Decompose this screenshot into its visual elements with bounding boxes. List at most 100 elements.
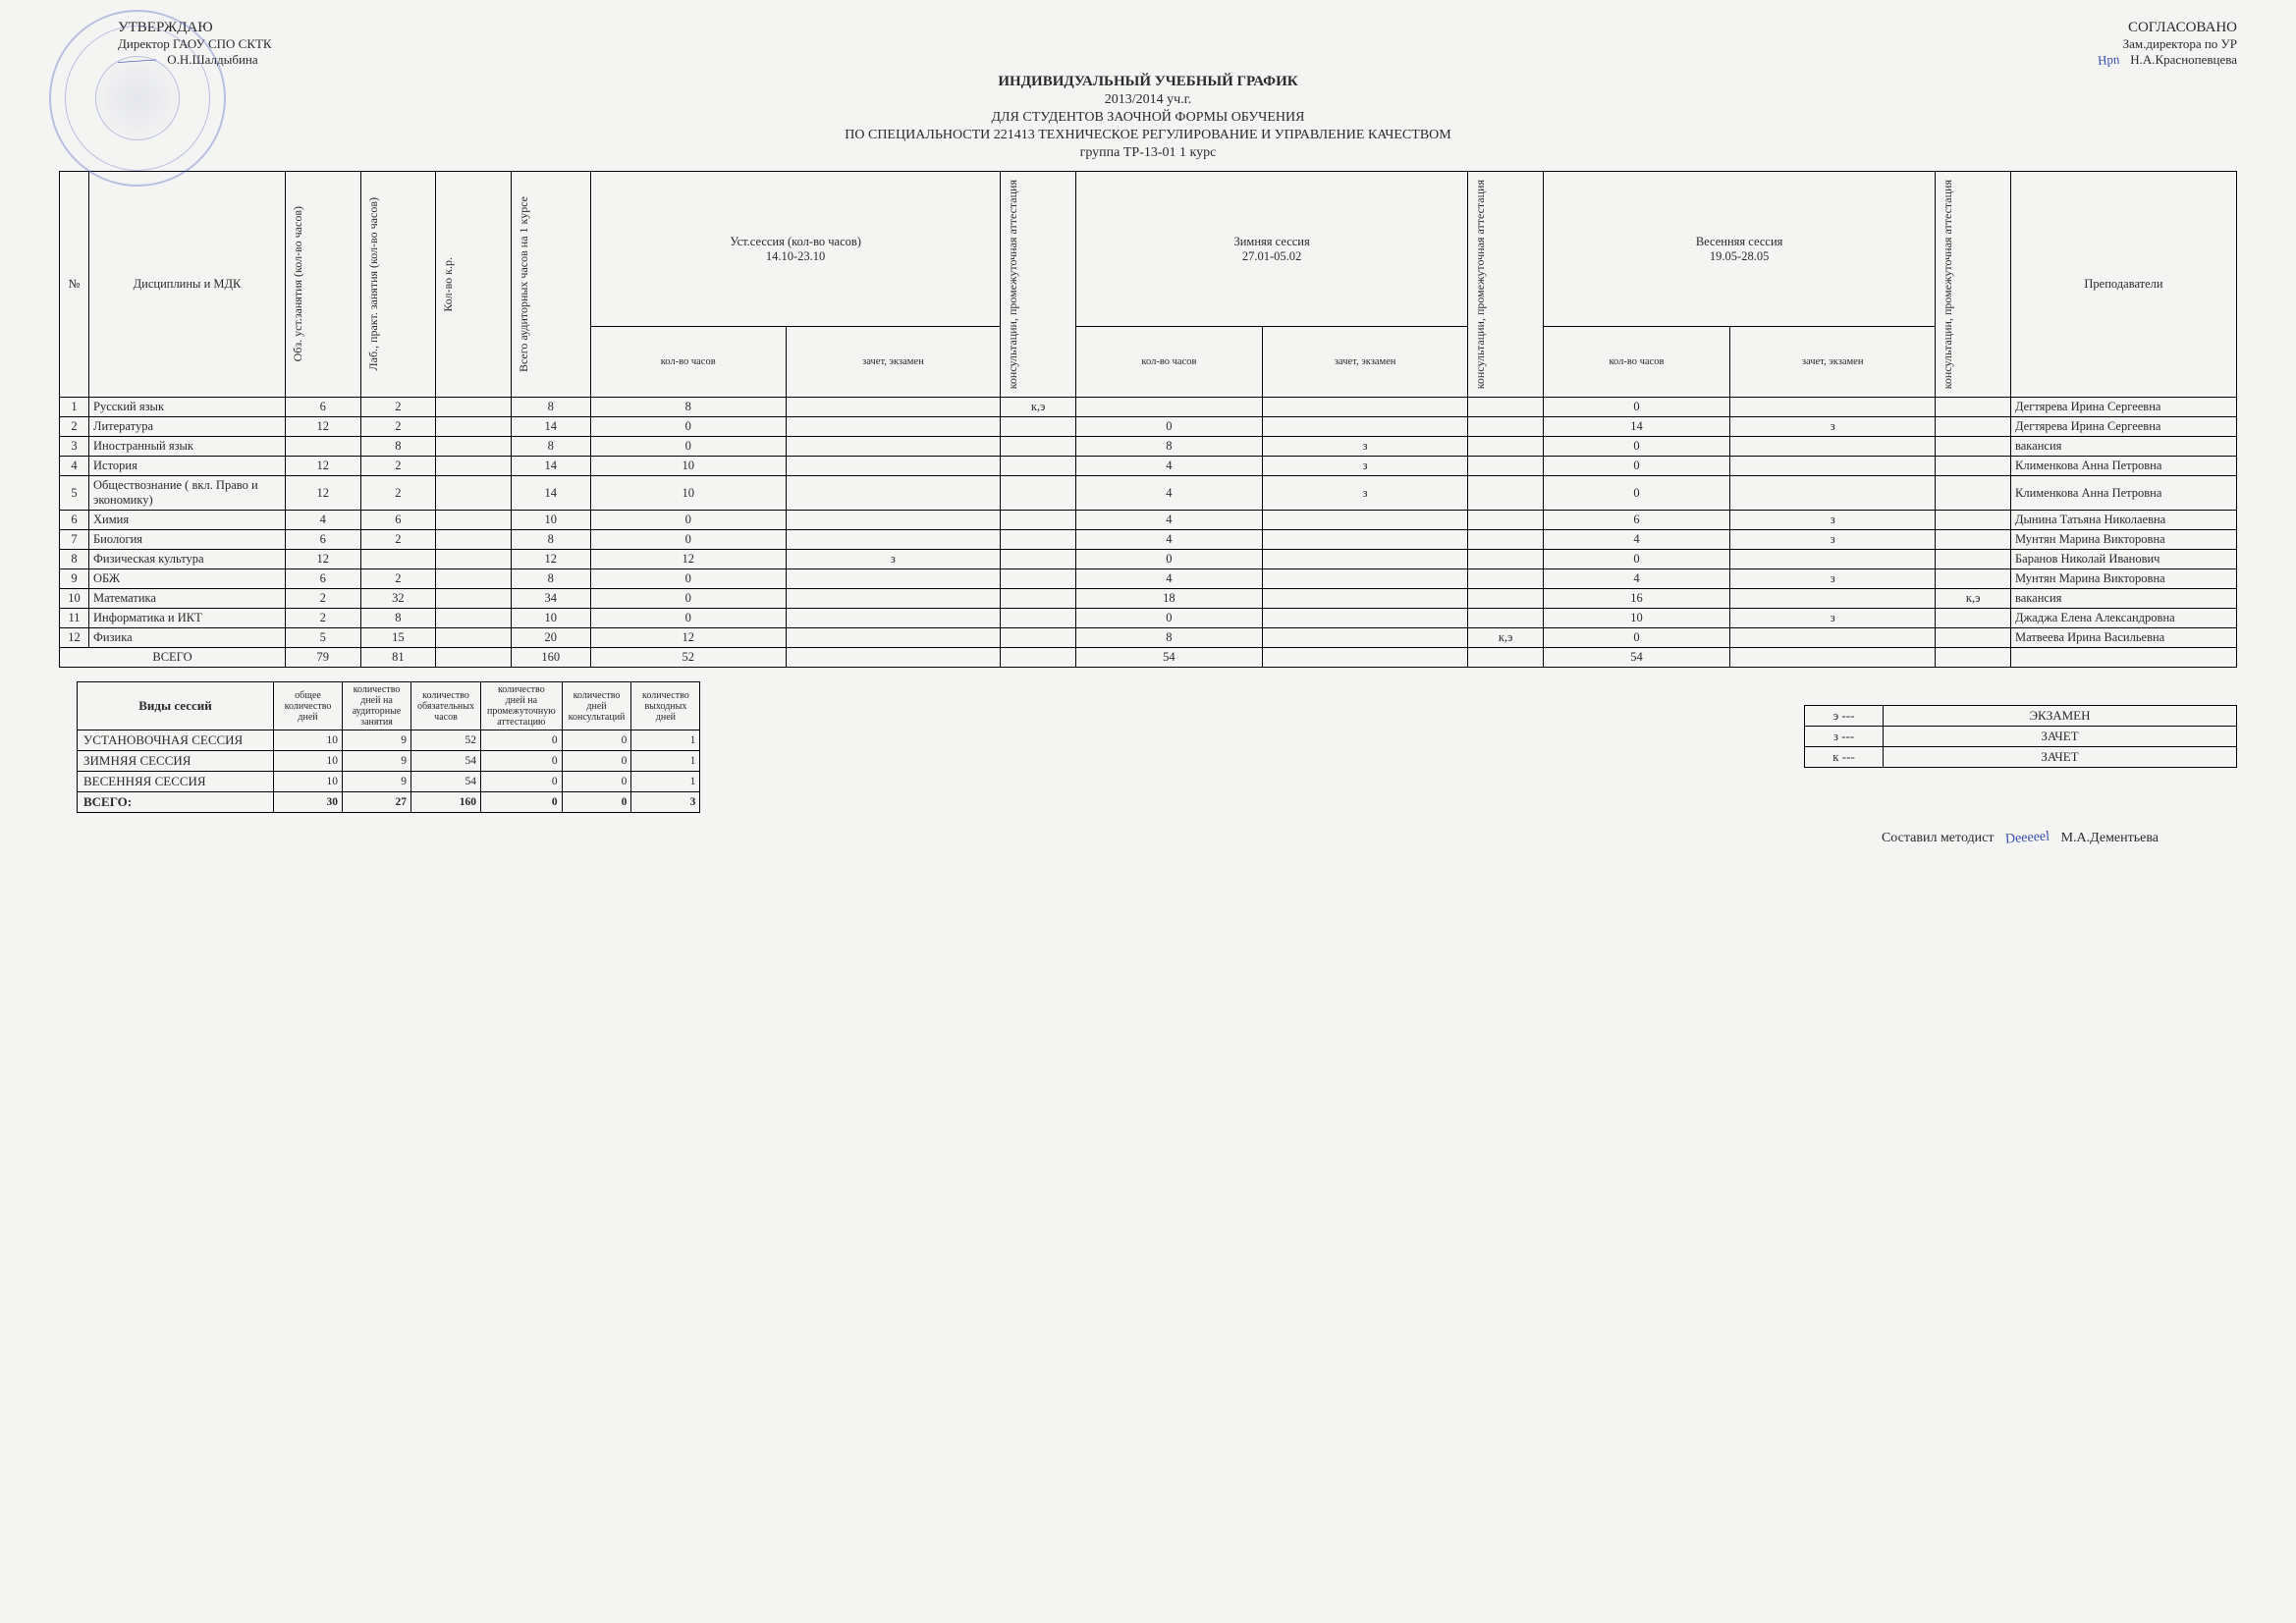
- cell-w-hours: 0: [1075, 609, 1262, 628]
- cell-s-zachet: [1729, 476, 1935, 511]
- cell-w-hours: 8: [1075, 628, 1262, 648]
- hdr-s-kolvo: кол-во часов: [1543, 327, 1729, 398]
- cell-w-zachet: [1262, 530, 1467, 550]
- table-total-row: ВСЕГО7981160525454: [60, 648, 2237, 668]
- session-total-val: 30: [274, 792, 343, 813]
- cell-consult2: [1468, 589, 1544, 609]
- doc-group: группа ТР-13-01 1 курс: [59, 145, 2237, 161]
- cell-kr: [436, 398, 512, 417]
- total-tot: 160: [511, 648, 590, 668]
- cell-consult2: [1468, 511, 1544, 530]
- main-schedule-table: № Дисциплины и МДК Обз. уст.занятия (кол…: [59, 171, 2237, 668]
- cell-lab: 6: [360, 511, 436, 530]
- sess-hdr-4: количество дней консультаций: [562, 682, 631, 730]
- cell-num: 4: [60, 457, 89, 476]
- table-row: 7Биология628044зМунтян Марина Викторовна: [60, 530, 2237, 550]
- cell-num: 1: [60, 398, 89, 417]
- cell-discipline: Физика: [89, 628, 286, 648]
- session-val: 9: [343, 751, 411, 772]
- session-val: 0: [562, 751, 631, 772]
- sess-hdr-name: Виды сессий: [78, 682, 274, 730]
- cell-num: 11: [60, 609, 89, 628]
- hdr-kr: Кол-во к.р.: [440, 251, 457, 318]
- hdr-lab: Лаб., практ. занятия (кол-во часов): [365, 191, 382, 377]
- cell-consult1: [1001, 437, 1076, 457]
- cell-num: 2: [60, 417, 89, 437]
- session-val: 54: [411, 751, 481, 772]
- hdr-spring: Весенняя сессия 19.05-28.05: [1543, 172, 1935, 327]
- legend-key: к ---: [1805, 747, 1884, 768]
- session-val: 1: [631, 751, 700, 772]
- cell-lab: 2: [360, 476, 436, 511]
- cell-w-zachet: [1262, 398, 1467, 417]
- sessions-table: Виды сессий общее количество дней количе…: [77, 681, 700, 813]
- cell-obz: 5: [286, 628, 361, 648]
- cell-discipline: Обществознание ( вкл. Право и экономику): [89, 476, 286, 511]
- hdr-ust-session: Уст.сессия (кол-во часов) 14.10-23.10: [590, 172, 1000, 327]
- cell-kr: [436, 417, 512, 437]
- cell-w-hours: [1075, 398, 1262, 417]
- cell-consult2: к,э: [1468, 628, 1544, 648]
- cell-total: 12: [511, 550, 590, 569]
- session-total-val: 3: [631, 792, 700, 813]
- cell-total: 20: [511, 628, 590, 648]
- cell-lab: [360, 550, 436, 569]
- cell-w-hours: 4: [1075, 511, 1262, 530]
- cell-w-hours: 0: [1075, 417, 1262, 437]
- cell-w-zachet: [1262, 550, 1467, 569]
- signature-right-icon: Hpn: [2097, 51, 2127, 69]
- session-val: 9: [343, 772, 411, 792]
- hdr-u-kolvo: кол-во часов: [590, 327, 786, 398]
- legend-row: э ---ЭКЗАМЕН: [1805, 706, 2237, 727]
- cell-w-zachet: [1262, 569, 1467, 589]
- cell-kr: [436, 550, 512, 569]
- table-row: 10Математика2323401816к,эвакансия: [60, 589, 2237, 609]
- session-val: 0: [562, 730, 631, 751]
- cell-u-hours: 8: [590, 398, 786, 417]
- hdr-consult1: консультации, промежуточная аттестация: [1005, 174, 1021, 395]
- cell-num: 6: [60, 511, 89, 530]
- cell-consult3: [1936, 609, 2011, 628]
- cell-consult1: [1001, 530, 1076, 550]
- cell-kr: [436, 437, 512, 457]
- session-name: ЗИМНЯЯ СЕССИЯ: [78, 751, 274, 772]
- cell-w-hours: 4: [1075, 457, 1262, 476]
- cell-teacher: Джаджа Елена Александровна: [2011, 609, 2237, 628]
- cell-total: 14: [511, 476, 590, 511]
- cell-s-hours: 0: [1543, 476, 1729, 511]
- cell-kr: [436, 457, 512, 476]
- hdr-consult3: консультации, промежуточная аттестация: [1940, 174, 1956, 395]
- table-row: 11Информатика и ИКТ28100010зДжаджа Елена…: [60, 609, 2237, 628]
- session-row: ВЕСЕННЯЯ СЕССИЯ10954001: [78, 772, 700, 792]
- cell-consult1: [1001, 457, 1076, 476]
- cell-teacher: Мунтян Марина Викторовна: [2011, 530, 2237, 550]
- cell-u-zachet: [786, 569, 1001, 589]
- cell-u-zachet: [786, 609, 1001, 628]
- cell-u-zachet: [786, 628, 1001, 648]
- cell-u-hours: 0: [590, 437, 786, 457]
- cell-num: 8: [60, 550, 89, 569]
- cell-consult2: [1468, 476, 1544, 511]
- cell-teacher: Дынина Татьяна Николаевна: [2011, 511, 2237, 530]
- cell-discipline: Русский язык: [89, 398, 286, 417]
- cell-s-zachet: з: [1729, 569, 1935, 589]
- cell-consult3: [1936, 530, 2011, 550]
- cell-total: 14: [511, 417, 590, 437]
- cell-teacher: вакансия: [2011, 437, 2237, 457]
- approve-left-position: Директор ГАОУ СПО СКТК: [118, 36, 272, 52]
- session-val: 0: [481, 751, 563, 772]
- doc-main-title: ИНДИВИДУАЛЬНЫЙ УЧЕБНЫЙ ГРАФИК: [59, 74, 2237, 90]
- approve-left-title: УТВЕРЖДАЮ: [118, 20, 272, 36]
- cell-s-hours: 6: [1543, 511, 1729, 530]
- cell-teacher: Баранов Николай Иванович: [2011, 550, 2237, 569]
- hdr-winter: Зимняя сессия 27.01-05.02: [1075, 172, 1467, 327]
- doc-line2: ПО СПЕЦИАЛЬНОСТИ 221413 ТЕХНИЧЕСКОЕ РЕГУ…: [59, 128, 2237, 143]
- cell-total: 14: [511, 457, 590, 476]
- approval-left: УТВЕРЖДАЮ Директор ГАОУ СПО СКТК ——— О.Н…: [59, 20, 272, 68]
- cell-s-hours: 4: [1543, 530, 1729, 550]
- cell-num: 7: [60, 530, 89, 550]
- cell-total: 8: [511, 398, 590, 417]
- legend-val: ЗАЧЕТ: [1884, 727, 2237, 747]
- cell-lab: 2: [360, 417, 436, 437]
- session-val: 1: [631, 730, 700, 751]
